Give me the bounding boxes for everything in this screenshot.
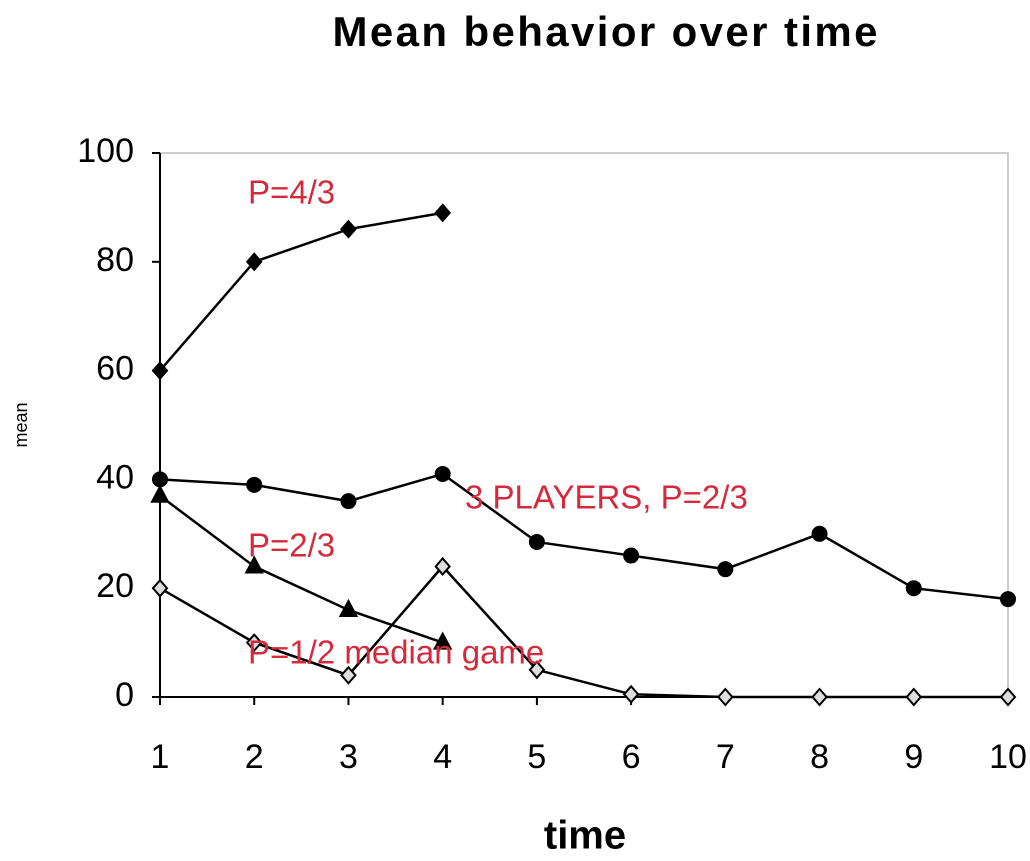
point (245, 252, 263, 272)
point (999, 687, 1017, 707)
point (244, 555, 264, 574)
point (528, 533, 545, 550)
point (528, 660, 546, 680)
point (340, 219, 357, 239)
point (151, 361, 169, 381)
x-tick-label: 4 (433, 738, 452, 776)
series-line (159, 564, 1008, 699)
point (811, 687, 828, 707)
series-line (159, 494, 444, 644)
point (717, 561, 734, 578)
series-annotation: 3 PLAYERS, P=2/3 (465, 479, 748, 516)
x-tick-label: 7 (716, 738, 735, 776)
x-tick-label: 2 (245, 738, 264, 776)
point (246, 476, 263, 493)
y-tick-label: 20 (96, 567, 134, 605)
point (340, 665, 357, 685)
point (1000, 591, 1016, 608)
point (905, 687, 923, 707)
y-tick-label: 40 (96, 458, 134, 496)
series-annotation: P=1/2 median game (248, 634, 544, 671)
point (245, 633, 263, 653)
point (623, 547, 640, 564)
point (811, 525, 828, 542)
point (434, 465, 451, 482)
x-tick-label: 1 (151, 738, 170, 776)
series-line (159, 211, 443, 372)
y-tick-label: 100 (77, 132, 134, 170)
point (434, 556, 451, 576)
point (905, 580, 922, 597)
point (338, 598, 359, 617)
point (622, 684, 640, 704)
x-tick-label: 8 (810, 738, 829, 776)
plot-frame (159, 152, 1009, 698)
point (433, 631, 453, 650)
point (152, 471, 168, 488)
series-line (159, 472, 1009, 601)
point (340, 493, 357, 510)
point (717, 687, 734, 707)
point (434, 203, 451, 223)
x-tick-label: 9 (904, 738, 923, 776)
series-annotation: P=4/3 (248, 174, 335, 211)
y-axis-label: mean (11, 402, 31, 447)
series-annotation: P=2/3 (248, 527, 335, 564)
x-axis-label: time (544, 814, 626, 858)
point (151, 578, 169, 598)
x-tick-label: 6 (622, 738, 641, 776)
point (150, 484, 170, 503)
y-tick-label: 0 (115, 676, 134, 714)
x-tick-label: 3 (339, 738, 358, 776)
y-tick-label: 60 (96, 350, 134, 388)
chart-title: Mean behavior over time (333, 8, 878, 55)
x-tick-label: 5 (527, 738, 546, 776)
x-tick-label: 10 (989, 738, 1027, 776)
y-tick-label: 80 (96, 241, 134, 279)
